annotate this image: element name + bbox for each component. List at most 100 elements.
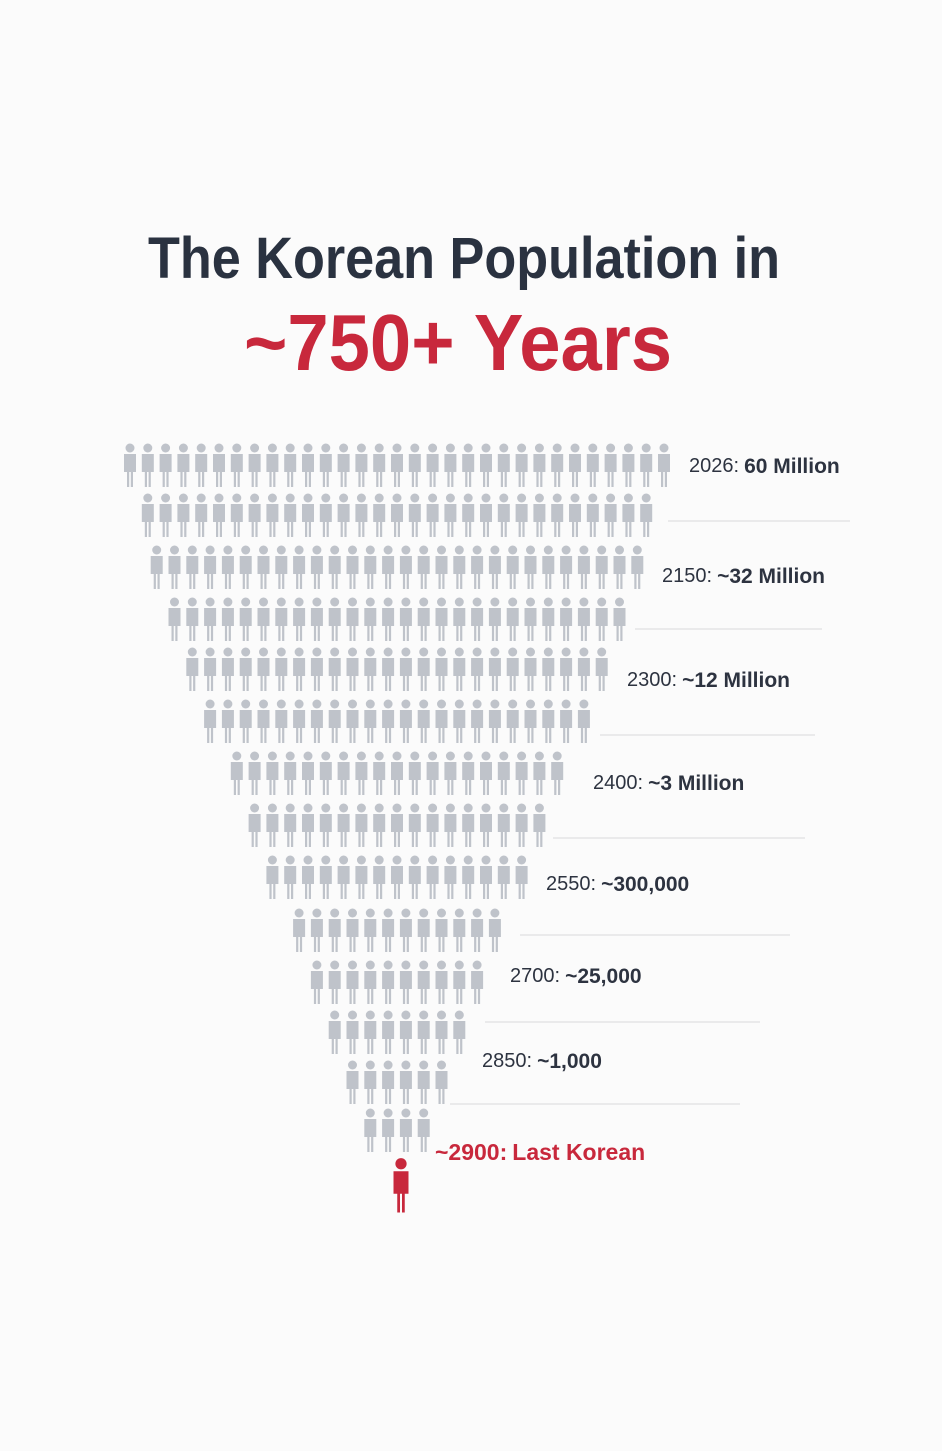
- person-icon: [533, 751, 546, 795]
- person-icon: [346, 960, 359, 1004]
- milestone-amount: ~32 Million: [717, 565, 825, 588]
- person-icon: [399, 647, 412, 691]
- person-icon: [319, 751, 332, 795]
- person-icon: [293, 647, 306, 691]
- person-icon: [302, 443, 314, 487]
- milestone-year: ~2900:: [435, 1139, 507, 1165]
- person-icon: [364, 647, 377, 691]
- person-icon: [551, 751, 564, 795]
- person-icon: [453, 647, 466, 691]
- person-icon: [480, 493, 492, 537]
- person-icon: [399, 1108, 412, 1152]
- person-icon: [382, 545, 395, 589]
- person-icon: [515, 493, 528, 537]
- person-icon: [488, 908, 501, 952]
- milestone: 2700: ~25,000: [510, 965, 642, 988]
- person-icon: [230, 751, 243, 795]
- person-icon: [346, 545, 359, 589]
- person-icon: [266, 493, 279, 537]
- person-icon: [310, 545, 323, 589]
- person-icon: [515, 751, 528, 795]
- person-icon: [435, 597, 448, 641]
- person-icon: [560, 545, 573, 589]
- milestone-label: 2550: ~300,000: [546, 873, 689, 896]
- person-icon: [435, 699, 448, 743]
- person-icon: [471, 960, 484, 1004]
- person-icon: [480, 855, 492, 899]
- person-icon: [435, 1060, 448, 1104]
- person-icon: [346, 597, 359, 641]
- person-icon: [150, 545, 163, 589]
- person-icon: [248, 493, 261, 537]
- person-icon: [337, 803, 350, 847]
- person-icon: [204, 647, 217, 691]
- person-icon: [577, 699, 590, 743]
- person-icon: [462, 855, 475, 899]
- person-icon: [408, 855, 421, 899]
- person-icon: [221, 699, 234, 743]
- person-icon: [364, 699, 377, 743]
- person-icon: [186, 545, 199, 589]
- person-icon: [284, 855, 297, 899]
- person-icon: [417, 908, 430, 952]
- person-icon: [560, 597, 573, 641]
- person-icon: [221, 647, 234, 691]
- last-person-icon: [393, 1158, 409, 1213]
- person-icon: [328, 647, 341, 691]
- person-icon: [373, 493, 386, 537]
- person-icon: [399, 1010, 412, 1054]
- person-icon: [551, 493, 564, 537]
- person-icon: [328, 545, 341, 589]
- person-icon: [426, 443, 439, 487]
- milestone-year: 2026:: [689, 455, 739, 477]
- person-icon: [230, 443, 243, 487]
- person-icon: [364, 1010, 377, 1054]
- person-icon: [310, 699, 323, 743]
- person-icon: [195, 443, 208, 487]
- person-icon: [328, 1010, 341, 1054]
- person-icon: [435, 545, 448, 589]
- person-icon: [293, 545, 306, 589]
- person-icon: [444, 855, 457, 899]
- person-icon: [275, 699, 288, 743]
- person-icon: [391, 855, 403, 899]
- person-icon: [239, 597, 252, 641]
- person-icon: [168, 545, 181, 589]
- person-icon: [221, 597, 234, 641]
- person-icon: [328, 699, 341, 743]
- person-icon: [177, 493, 190, 537]
- person-icon: [417, 647, 430, 691]
- milestone-year: 2150:: [662, 565, 712, 587]
- person-icon: [346, 699, 359, 743]
- person-icon: [631, 545, 644, 589]
- person-icon: [506, 647, 519, 691]
- person-icon: [417, 1060, 430, 1104]
- person-icon: [408, 751, 421, 795]
- person-icon: [471, 647, 484, 691]
- person-icon: [417, 960, 430, 1004]
- person-icon: [364, 597, 377, 641]
- milestone: 2850: ~1,000: [482, 1050, 602, 1073]
- person-icon: [488, 647, 501, 691]
- person-icon: [257, 699, 270, 743]
- person-icon: [595, 597, 608, 641]
- person-icon: [382, 960, 395, 1004]
- person-icon: [524, 647, 537, 691]
- person-icon: [257, 545, 270, 589]
- person-icon: [373, 855, 386, 899]
- milestone: 2400: ~3 Million: [593, 772, 744, 795]
- milestone-label: 2300: ~12 Million: [627, 669, 790, 692]
- person-icon: [328, 597, 341, 641]
- person-icon: [453, 908, 466, 952]
- person-icon: [186, 597, 199, 641]
- milestone-year: 2400:: [593, 772, 643, 794]
- person-icon: [453, 960, 466, 1004]
- person-icon: [480, 803, 492, 847]
- person-icon: [622, 443, 635, 487]
- person-icon: [382, 1060, 395, 1104]
- milestone-amount: ~3 Million: [648, 772, 744, 795]
- person-icon: [355, 493, 368, 537]
- person-icon: [373, 443, 386, 487]
- person-icon: [266, 803, 279, 847]
